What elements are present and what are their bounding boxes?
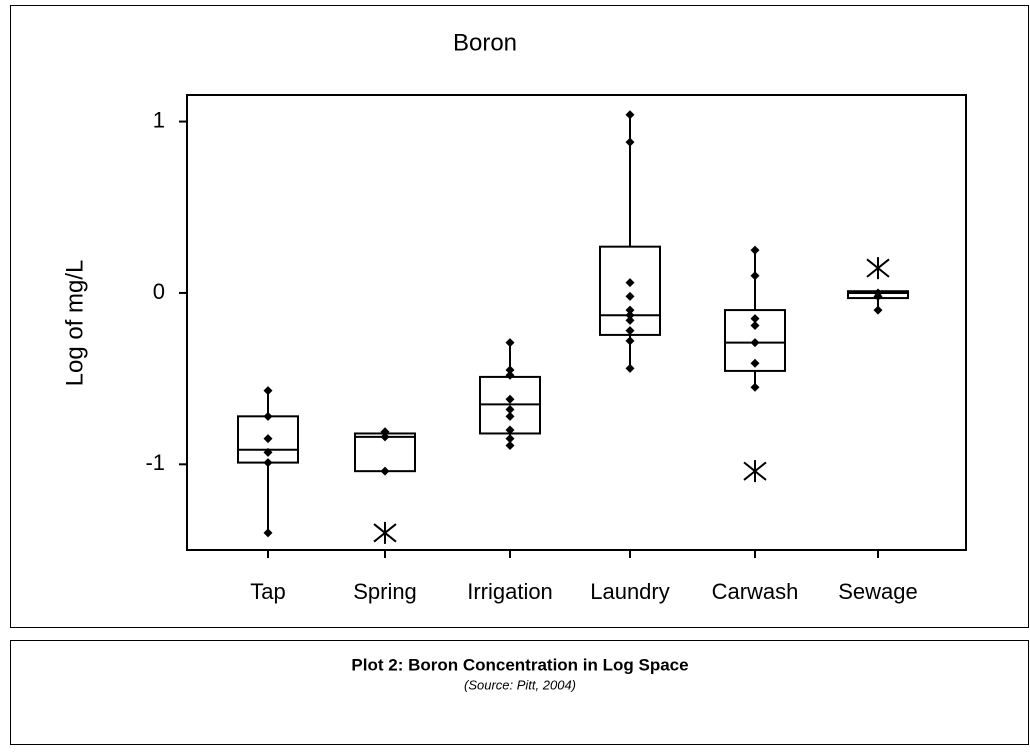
data-point xyxy=(505,411,515,421)
data-point xyxy=(750,314,760,324)
y-tick-label: 1 xyxy=(153,107,165,132)
plot-frame xyxy=(186,94,967,551)
data-point xyxy=(505,365,515,375)
data-point xyxy=(505,404,515,414)
x-tick-label: Carwash xyxy=(712,579,799,604)
data-point xyxy=(625,310,635,320)
chart-title: Boron xyxy=(453,29,517,56)
data-point xyxy=(750,245,760,255)
caption-source: (Source: Pitt, 2004) xyxy=(464,677,576,692)
data-point xyxy=(263,458,273,468)
data-point xyxy=(505,338,515,348)
caption-border xyxy=(10,640,1029,745)
y-tick-label: -1 xyxy=(145,450,165,475)
caption-title: Plot 2: Boron Concentration in Log Space xyxy=(351,655,688,674)
data-point xyxy=(625,326,635,336)
outlier xyxy=(373,521,397,544)
data-point xyxy=(873,305,883,315)
data-point xyxy=(380,466,390,476)
data-point xyxy=(750,338,760,348)
x-tick-label: Sewage xyxy=(838,579,918,604)
data-point xyxy=(505,425,515,435)
data-point xyxy=(625,278,635,288)
data-point xyxy=(263,434,273,444)
data-point xyxy=(505,394,515,404)
x-tick-label: Tap xyxy=(250,579,285,604)
box xyxy=(724,309,786,372)
data-point xyxy=(263,386,273,396)
data-point xyxy=(505,434,515,444)
data-point xyxy=(625,305,635,315)
data-point xyxy=(625,315,635,325)
data-point xyxy=(263,447,273,457)
data-point xyxy=(625,110,635,120)
data-point xyxy=(263,411,273,421)
outlier xyxy=(743,460,767,483)
data-point xyxy=(380,427,390,437)
data-point xyxy=(625,336,635,346)
data-point xyxy=(505,440,515,450)
chart-border xyxy=(10,5,1029,628)
data-point xyxy=(750,271,760,281)
x-tick-label: Laundry xyxy=(590,579,670,604)
data-point xyxy=(380,432,390,442)
data-point xyxy=(750,320,760,330)
data-point xyxy=(505,370,515,380)
data-point xyxy=(625,363,635,373)
outlier xyxy=(866,257,890,280)
data-point xyxy=(625,291,635,301)
y-tick-label: 0 xyxy=(153,279,165,304)
data-point xyxy=(625,137,635,147)
data-point xyxy=(750,382,760,392)
x-tick-label: Irrigation xyxy=(467,579,553,604)
data-point xyxy=(873,291,883,301)
y-axis-label: Log of mg/L xyxy=(61,260,88,387)
x-tick-label: Spring xyxy=(353,579,417,604)
data-point xyxy=(263,528,273,538)
data-point xyxy=(750,358,760,368)
